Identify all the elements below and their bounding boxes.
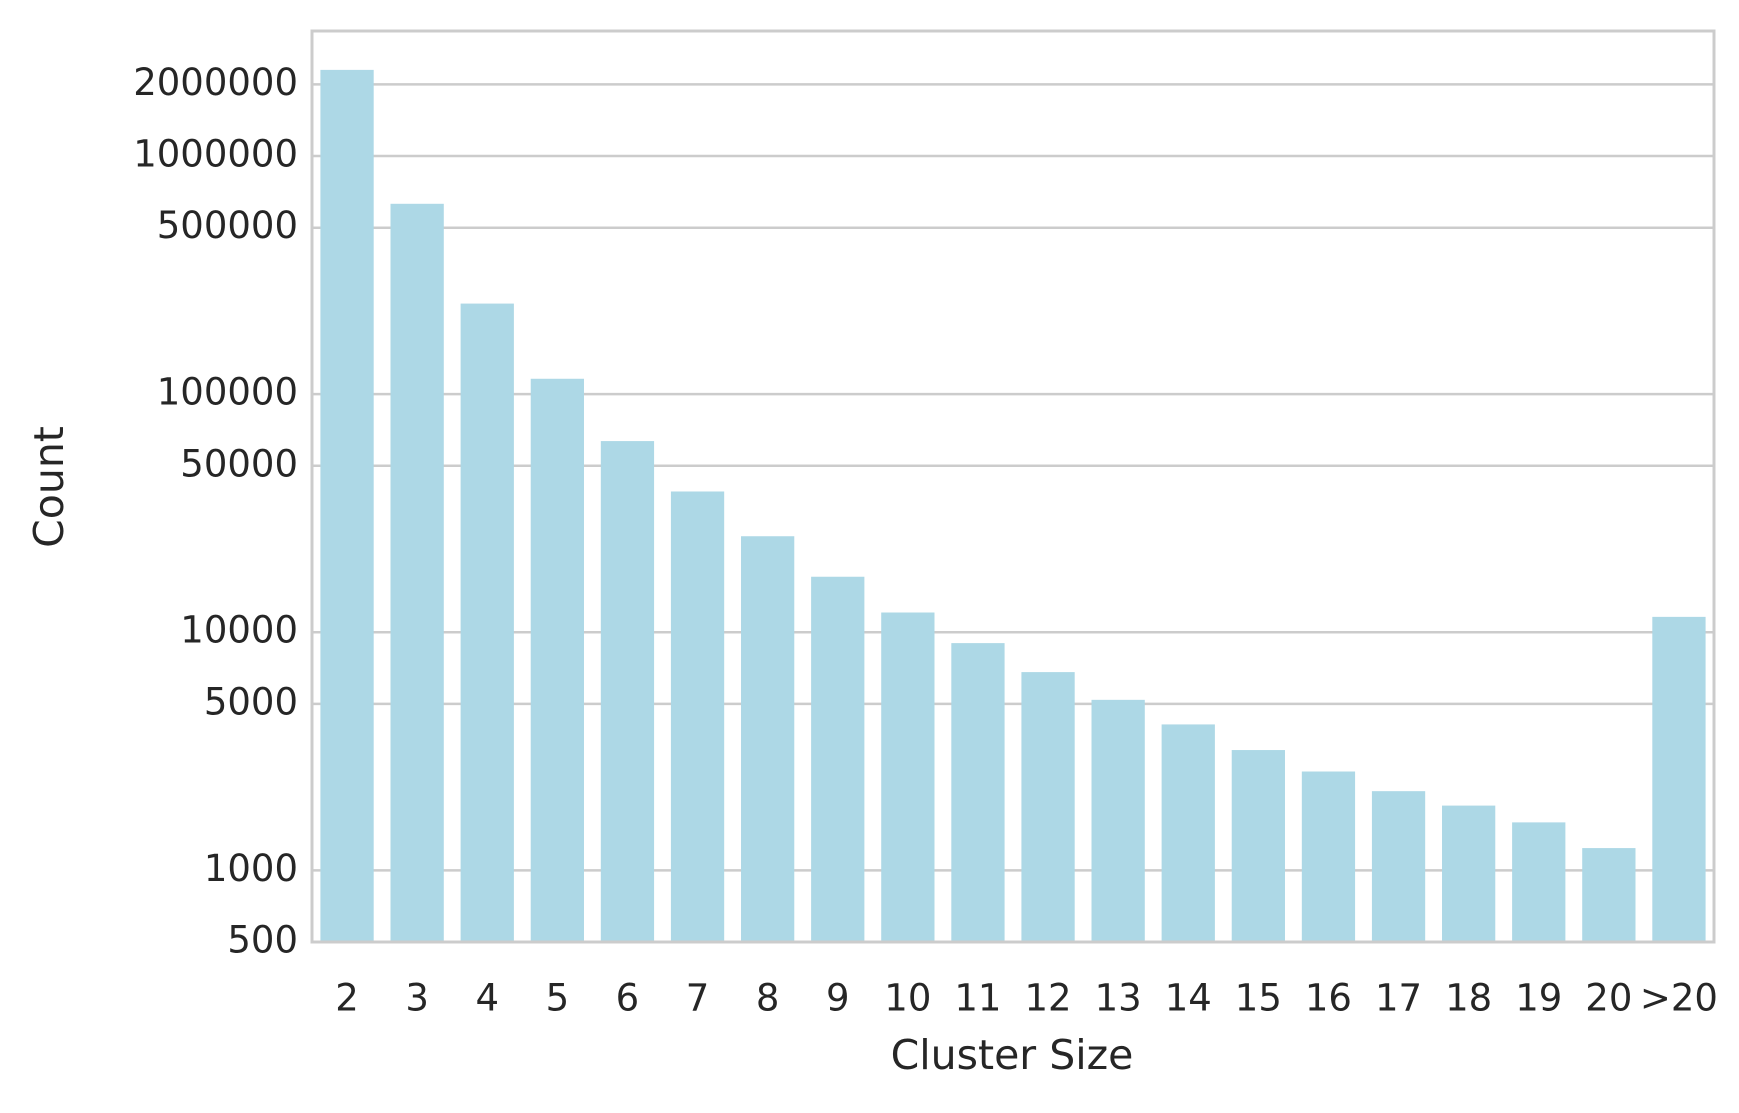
bar (1301, 771, 1356, 942)
bar (951, 643, 1005, 942)
x-tick-label: 19 (1515, 977, 1562, 1020)
y-tick-label: 1000000 (133, 133, 298, 176)
x-tick-label: 2 (335, 977, 359, 1020)
x-tick-label: 7 (686, 977, 710, 1020)
bar (881, 612, 935, 942)
x-tick-label: 10 (884, 977, 931, 1020)
x-tick-label: 15 (1235, 977, 1282, 1020)
x-tick-label: 5 (546, 977, 570, 1020)
bar (1231, 750, 1285, 942)
y-tick-label: 5000 (204, 680, 298, 723)
y-axis-label: Count (25, 426, 73, 548)
bar (670, 491, 725, 942)
bar (1371, 791, 1426, 942)
bar (1161, 724, 1215, 942)
x-tick-label: 6 (616, 977, 640, 1020)
x-tick-label: 9 (826, 977, 850, 1020)
x-tick-label: 8 (756, 977, 780, 1020)
bar (600, 441, 655, 942)
x-tick-label: 14 (1165, 977, 1212, 1020)
bar (811, 576, 865, 942)
x-tick-label: >20 (1640, 977, 1718, 1020)
x-tick-label: 4 (475, 977, 499, 1020)
bar (460, 303, 514, 942)
y-tick-label: 2000000 (133, 61, 298, 104)
y-tick-label: 50000 (180, 442, 298, 485)
y-tick-label: 10000 (180, 609, 298, 652)
bar (1582, 848, 1636, 942)
bar (390, 203, 444, 943)
plot-frame (310, 29, 1716, 944)
y-tick-label: 500000 (157, 204, 298, 247)
bar (320, 69, 374, 942)
bar (530, 378, 584, 942)
x-tick-label: 12 (1025, 977, 1072, 1020)
bar (1021, 672, 1075, 942)
y-tick-label: 1000 (204, 847, 298, 890)
y-tick-label: 500 (227, 919, 298, 962)
x-tick-label: 3 (405, 977, 429, 1020)
x-tick-label: 11 (954, 977, 1001, 1020)
bar (1512, 822, 1566, 942)
x-tick-label: 20 (1585, 977, 1632, 1020)
y-tick-label: 100000 (157, 371, 298, 414)
bar (1652, 616, 1706, 942)
x-tick-label: 17 (1375, 977, 1422, 1020)
x-tick-label: 16 (1305, 977, 1352, 1020)
x-tick-label: 13 (1095, 977, 1142, 1020)
bar (1091, 699, 1145, 942)
bar (741, 536, 795, 942)
x-tick-label: 18 (1445, 977, 1492, 1020)
bar (1442, 805, 1496, 942)
x-axis-label: Cluster Size (891, 1031, 1134, 1079)
